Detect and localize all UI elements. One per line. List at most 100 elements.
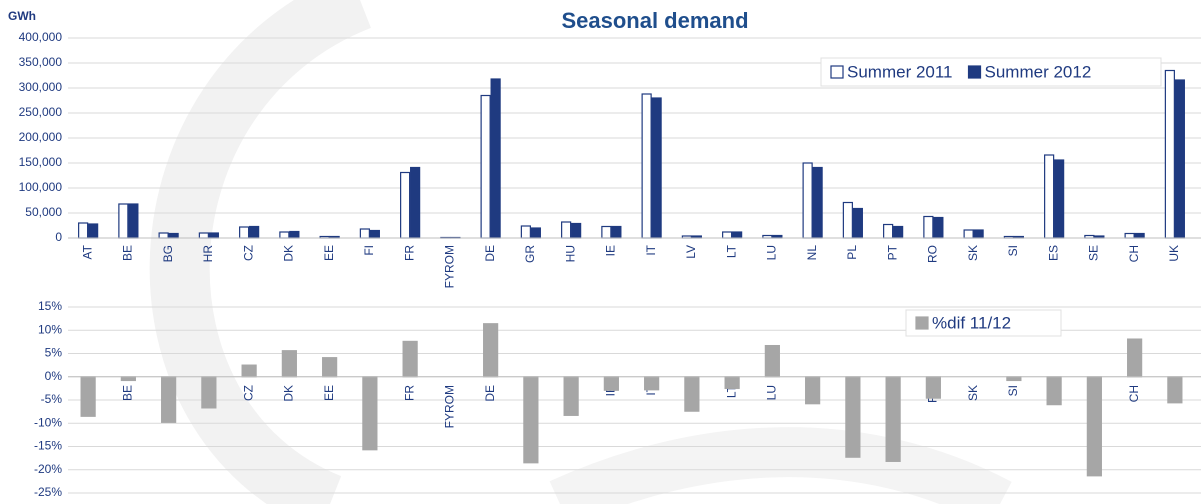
legend-label: %dif 11/12 <box>932 313 1011 332</box>
x-tick-label: DE <box>483 385 497 402</box>
x-tick-label: LU <box>765 385 779 400</box>
x-tick-label: LT <box>724 244 738 258</box>
bar <box>805 376 821 405</box>
bar <box>359 228 370 239</box>
bar <box>1046 376 1062 406</box>
y-tick-label: 15% <box>38 299 62 313</box>
x-tick-label: DK <box>282 385 296 402</box>
legend-swatch <box>967 65 982 79</box>
bar <box>201 376 217 409</box>
bar <box>1124 232 1135 239</box>
bar <box>923 215 934 239</box>
y-tick-label: 150,000 <box>19 155 63 169</box>
y-tick-label: 400,000 <box>19 30 63 44</box>
bar <box>239 226 250 239</box>
bar <box>601 225 612 239</box>
y-tick-label: 10% <box>38 322 62 336</box>
x-tick-label: IT <box>644 244 658 255</box>
bar <box>963 229 974 239</box>
bar <box>1174 79 1185 239</box>
bar <box>1164 69 1175 239</box>
bar <box>1134 232 1145 239</box>
legend-label: Summer 2011 <box>847 62 953 81</box>
bar <box>402 340 418 378</box>
x-tick-label: CH <box>1127 385 1141 402</box>
background-arc <box>549 427 1012 504</box>
y-tick-label: -5% <box>41 392 63 406</box>
bar <box>1086 376 1102 477</box>
bar <box>852 207 863 239</box>
x-tick-label: UK <box>1167 245 1181 262</box>
legend-swatch <box>915 316 929 330</box>
bar <box>198 232 209 239</box>
x-tick-label: DE <box>483 245 497 262</box>
bar <box>883 223 894 239</box>
y-tick-label: 350,000 <box>19 55 63 69</box>
bar <box>120 376 136 382</box>
x-tick-label: CZ <box>241 385 255 401</box>
bar <box>1054 159 1065 239</box>
bar <box>644 376 660 391</box>
x-tick-label: SI <box>1006 245 1020 256</box>
x-tick-label: LU <box>765 245 779 260</box>
x-tick-label: AT <box>80 244 94 259</box>
bar <box>812 166 823 239</box>
x-tick-label: FR <box>402 385 416 401</box>
x-tick-label: FI <box>362 245 376 256</box>
x-tick-label: BG <box>161 245 175 262</box>
bar <box>480 94 491 239</box>
x-tick-label: NL <box>805 245 819 261</box>
bar <box>1167 376 1183 404</box>
bar <box>893 225 904 239</box>
bar <box>483 323 499 378</box>
bar <box>88 223 99 239</box>
bar <box>1127 338 1143 378</box>
bar <box>933 216 944 239</box>
bar <box>724 376 740 389</box>
x-tick-label: PL <box>845 245 859 260</box>
legend-label: Summer 2012 <box>985 62 1092 81</box>
y-tick-label: 100,000 <box>19 180 63 194</box>
x-tick-label: HU <box>563 245 577 262</box>
y-tick-label: 5% <box>45 346 63 360</box>
bar <box>410 166 421 239</box>
bar <box>208 232 219 239</box>
bar <box>400 171 411 239</box>
x-tick-label: GR <box>523 245 537 263</box>
bar <box>651 97 662 239</box>
bar <box>520 225 531 239</box>
bar <box>561 221 572 239</box>
y-tick-label: 0 <box>55 230 62 244</box>
bar <box>322 357 338 378</box>
x-tick-label: SK <box>966 245 980 261</box>
y-tick-label: 0% <box>45 369 63 383</box>
bar <box>128 203 139 239</box>
bar <box>563 376 579 416</box>
x-tick-label: CH <box>1127 245 1141 262</box>
legend-box <box>820 57 1162 87</box>
x-tick-label: BE <box>121 245 135 261</box>
bar <box>118 203 129 239</box>
bar <box>842 201 853 239</box>
x-tick-label: CZ <box>241 245 255 261</box>
bar <box>249 225 260 239</box>
x-tick-label: HR <box>201 245 215 263</box>
x-tick-label: SI <box>1006 385 1020 396</box>
bar <box>641 93 652 239</box>
legend-swatch <box>830 65 844 79</box>
y-tick-label: 50,000 <box>25 205 62 219</box>
x-tick-label: IE <box>604 245 618 256</box>
bar <box>530 227 541 239</box>
bar <box>78 222 89 239</box>
bar <box>925 376 941 399</box>
bar <box>80 376 96 417</box>
bar <box>802 162 813 239</box>
bar <box>161 376 177 423</box>
x-tick-label: ES <box>1046 245 1060 261</box>
bar <box>1006 376 1022 382</box>
bar <box>764 344 780 378</box>
x-tick-label: SK <box>966 385 980 401</box>
chart-title: Seasonal demand <box>561 8 748 33</box>
y-axis-label: GWh <box>8 9 36 23</box>
